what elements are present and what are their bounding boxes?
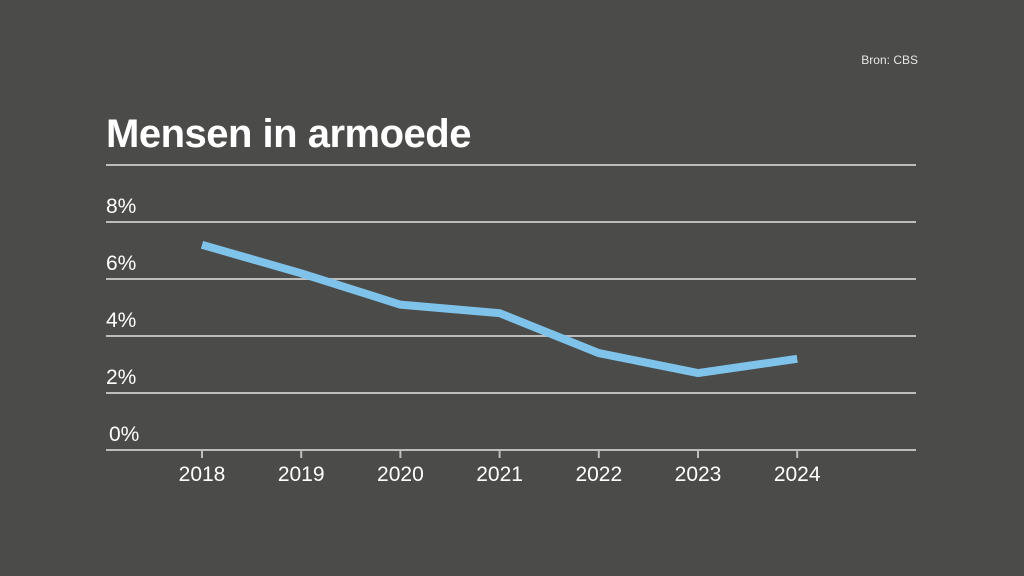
- series-lines: [200, 240, 798, 378]
- x-axis-labels: 2018 2019 2020 2021 2022 2023 2024: [179, 463, 821, 486]
- series-line: [200, 240, 798, 378]
- x-tick-label: 2021: [476, 463, 523, 486]
- x-tick-label: 2020: [377, 463, 424, 486]
- x-tick-label: 2022: [575, 463, 622, 486]
- x-tick-label: 2023: [675, 463, 722, 486]
- gridlines: [106, 164, 916, 451]
- source-label: Bron: CBS: [861, 53, 918, 67]
- x-tick-label: 2018: [179, 463, 226, 486]
- y-tick-label: 2%: [106, 366, 136, 389]
- x-tick-label: 2024: [774, 463, 821, 486]
- chart-title: Mensen in armoede: [106, 112, 471, 156]
- y-axis-labels: 0% 2% 4% 6% 8%: [106, 195, 139, 446]
- y-tick-label: 0%: [109, 423, 139, 446]
- y-tick-label: 6%: [106, 252, 136, 275]
- x-axis-ticks: [201, 450, 799, 458]
- y-tick-label: 4%: [106, 309, 136, 332]
- x-tick-label: 2019: [278, 463, 325, 486]
- y-tick-label: 8%: [106, 195, 136, 218]
